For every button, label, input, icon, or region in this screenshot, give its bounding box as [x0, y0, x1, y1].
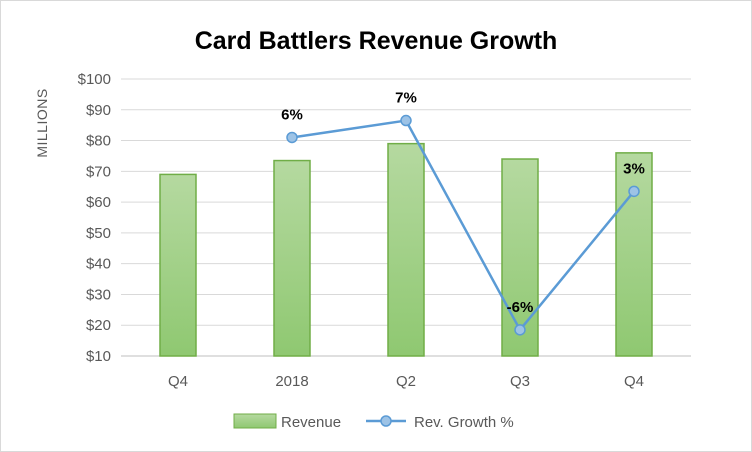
legend-revenue-label: Revenue: [281, 414, 341, 431]
y-tick-label: $80: [86, 133, 111, 150]
y-tick-label: $60: [86, 194, 111, 211]
growth-marker: [400, 114, 412, 127]
revenue-bar: [501, 158, 539, 357]
y-tick-label: $40: [86, 256, 111, 273]
y-tick-label: $10: [86, 348, 111, 365]
legend-revenue-swatch: [233, 413, 277, 429]
revenue-bar: [615, 152, 653, 357]
growth-line: [291, 119, 635, 332]
x-tick-label: Q3: [510, 373, 530, 390]
y-axis-label: MILLIONS: [34, 88, 50, 157]
y-tick-label: $90: [86, 102, 111, 119]
y-tick-label: $100: [78, 71, 111, 88]
x-tick-label: 2018: [275, 373, 308, 390]
y-tick-label: $20: [86, 317, 111, 334]
growth-marker: [628, 185, 640, 198]
growth-marker: [514, 324, 526, 336]
x-tick-labels: Q4 2018 Q2 Q3 Q4: [168, 373, 644, 390]
y-tick-label: $30: [86, 286, 111, 303]
growth-line-series: [286, 114, 640, 336]
revenue-bar: [387, 142, 425, 357]
revenue-bars: [159, 142, 653, 357]
y-tick-label: $70: [86, 163, 111, 180]
growth-data-label: -6%: [507, 299, 534, 316]
growth-data-label: 6%: [281, 106, 303, 123]
x-tick-label: Q4: [168, 373, 188, 390]
legend-growth-marker: [380, 415, 392, 427]
legend: Revenue Rev. Growth %: [233, 413, 514, 431]
growth-data-label: 3%: [623, 160, 645, 177]
x-tick-label: Q2: [396, 373, 416, 390]
y-tick-label: $50: [86, 225, 111, 242]
growth-marker: [286, 131, 298, 144]
growth-data-labels: 6% 7% -6% 3%: [281, 90, 645, 316]
revenue-bar: [159, 173, 197, 357]
x-tick-label: Q4: [624, 373, 644, 390]
legend-growth-label: Rev. Growth %: [414, 414, 514, 431]
growth-data-label: 7%: [395, 90, 417, 107]
revenue-bar: [273, 159, 311, 357]
chart-title: Card Battlers Revenue Growth: [195, 27, 558, 55]
y-tick-labels: $10 $20 $30 $40 $50 $60 $70 $80 $90 $100: [78, 71, 111, 365]
